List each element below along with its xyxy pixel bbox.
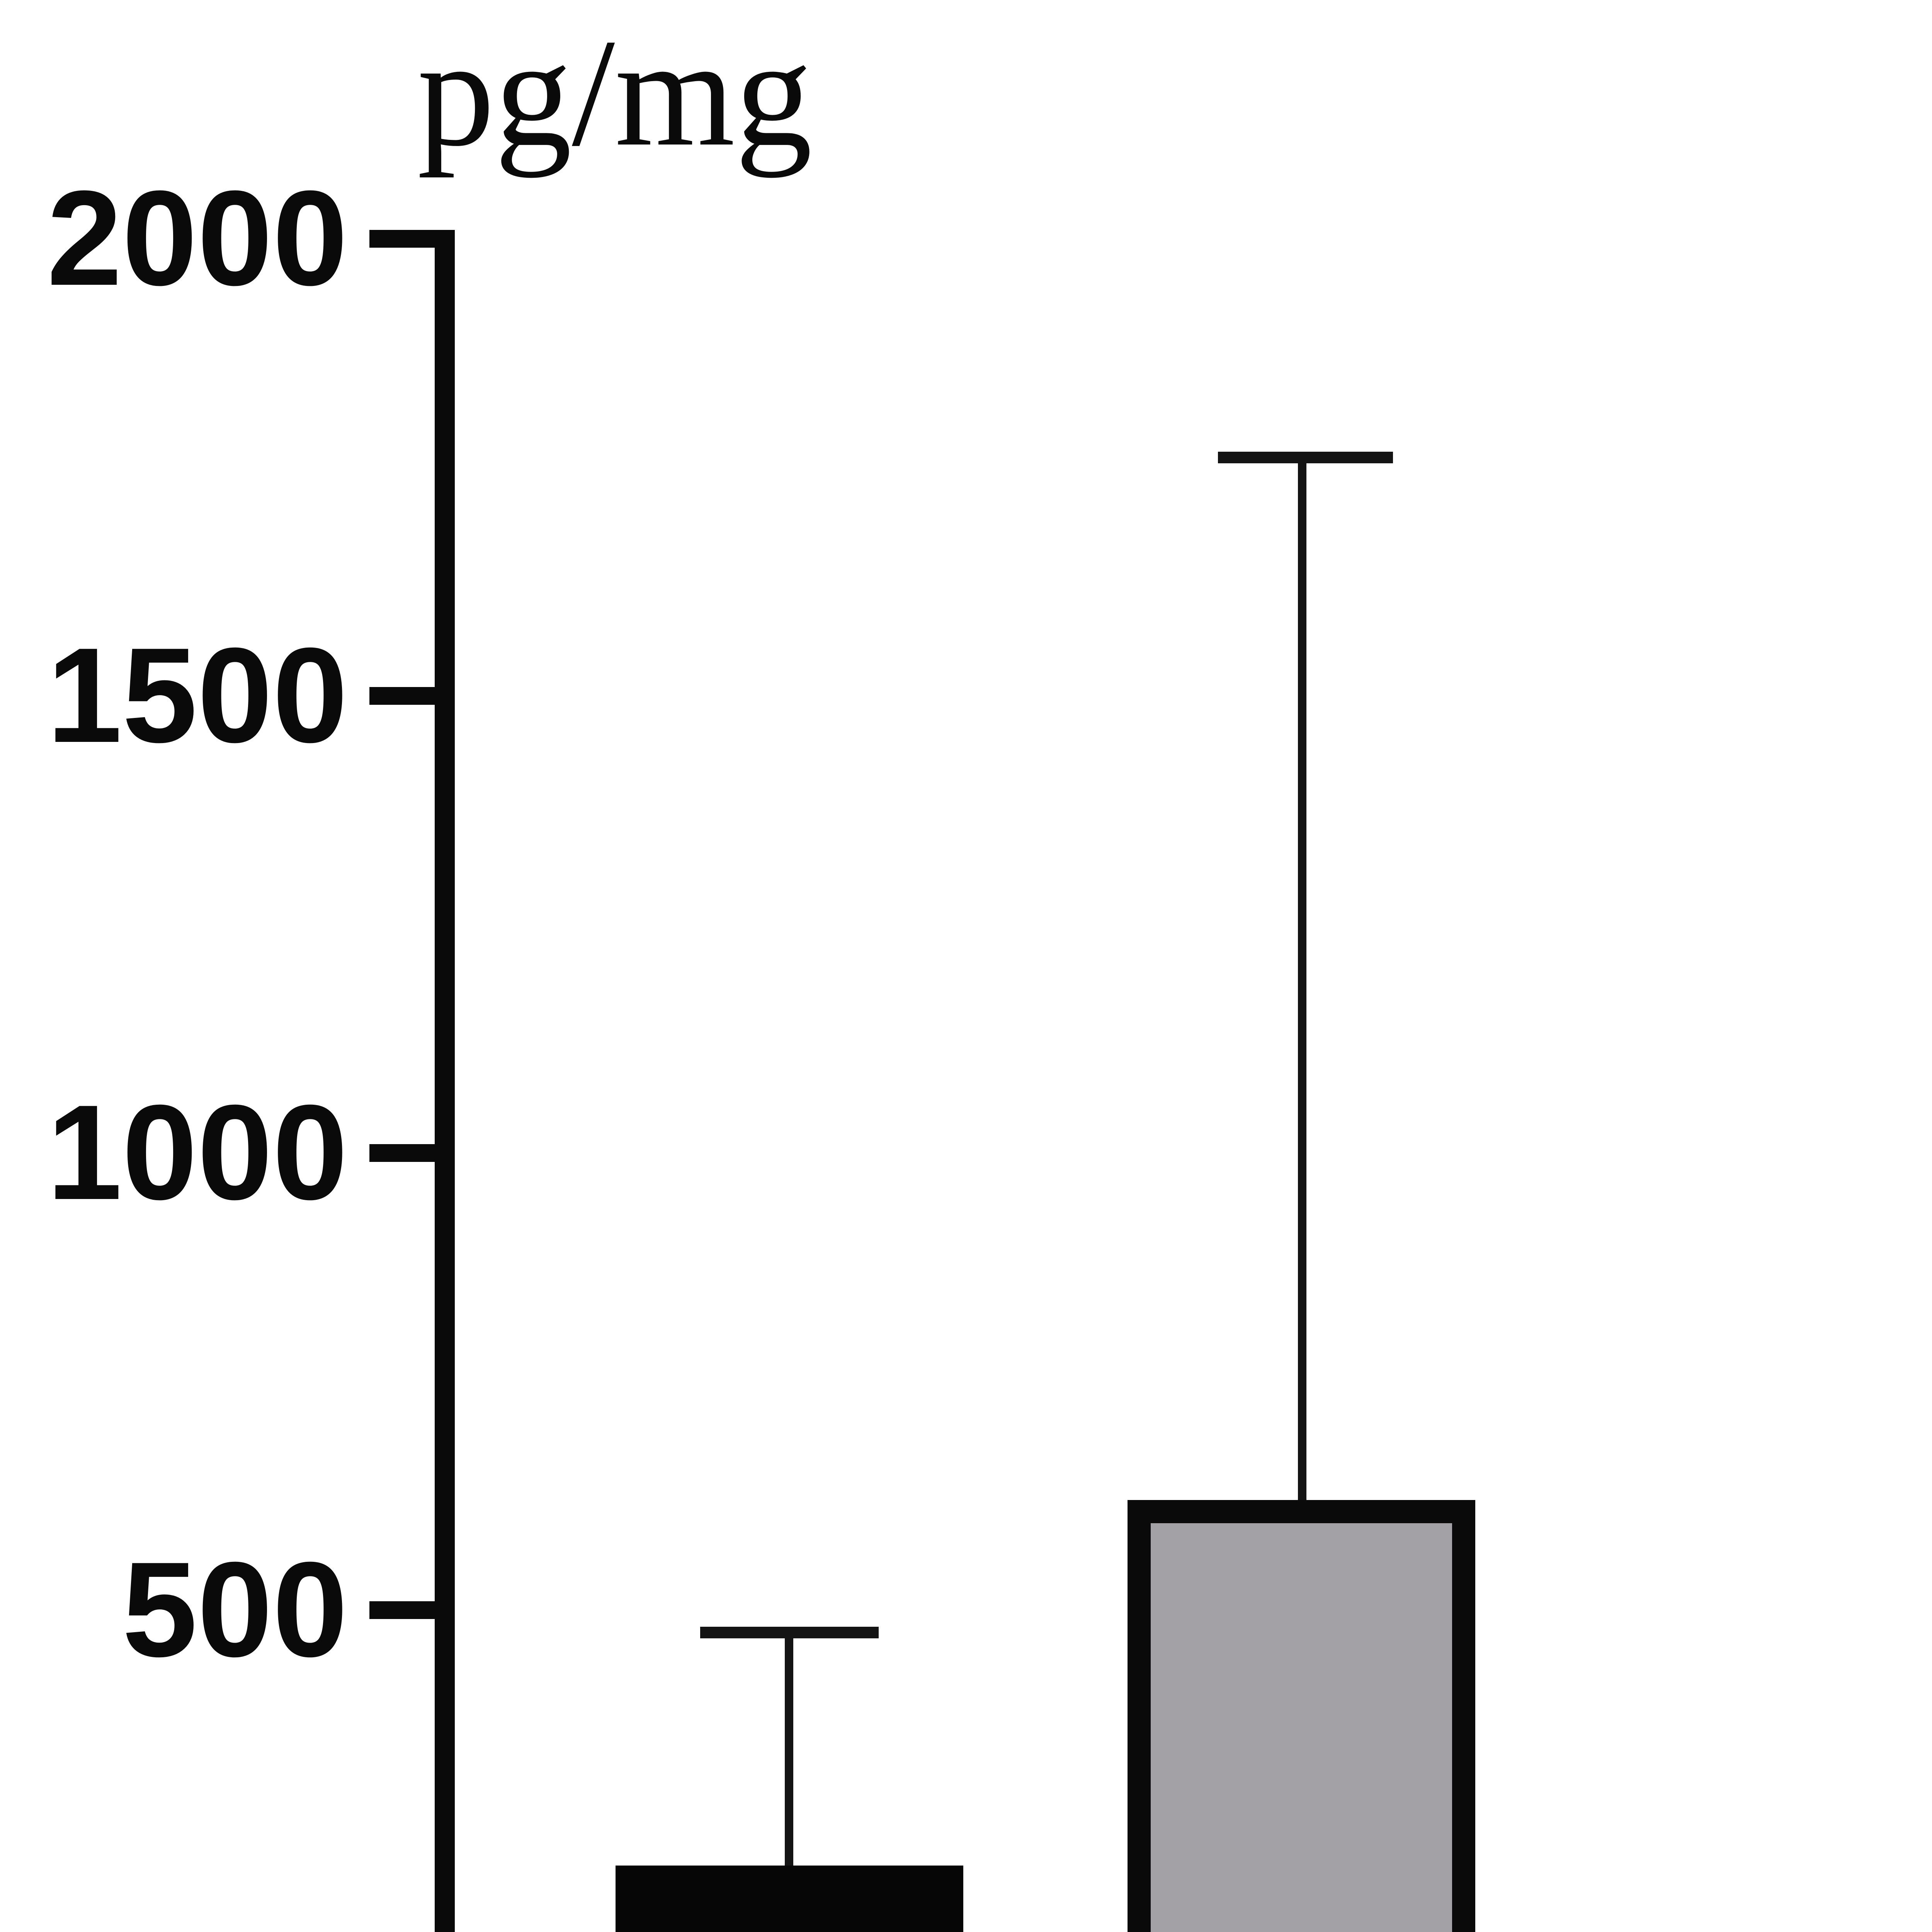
y-axis-line <box>435 230 455 1932</box>
y-tick-2000 <box>369 230 435 248</box>
y-tick-label-1000: 1000 <box>47 1077 348 1228</box>
error-bar-aged-45-67-stem <box>1298 457 1306 1515</box>
error-bar-aged-45-67-cap <box>1218 452 1393 463</box>
y-tick-label-500: 500 <box>122 1534 348 1685</box>
y-tick-500 <box>369 1601 435 1619</box>
bar-aged-45-67 <box>1128 1500 1475 1932</box>
y-tick-1500 <box>369 687 435 705</box>
y-tick-label-1500: 1500 <box>47 620 348 771</box>
error-bar-aged-22-35-stem <box>785 1633 793 1881</box>
y-tick-1000 <box>369 1144 435 1162</box>
y-tick-label-2000: 2000 <box>47 163 348 314</box>
y-axis-unit-label: pg/mg <box>417 7 813 178</box>
bar-aged-22-35 <box>616 1866 963 1932</box>
error-bar-aged-22-35-cap <box>700 1627 879 1638</box>
